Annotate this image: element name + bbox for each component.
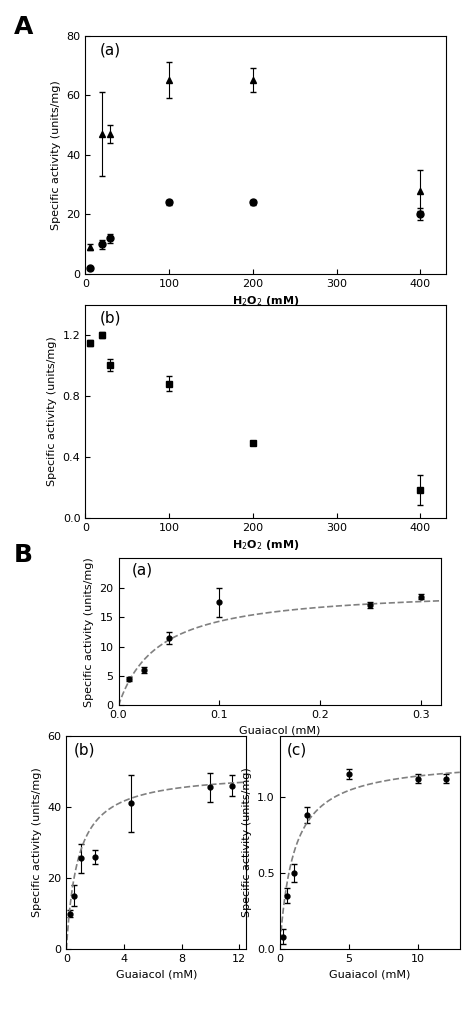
Y-axis label: Specific activity (units/mg): Specific activity (units/mg) <box>47 336 57 486</box>
X-axis label: Guaiacol (mM): Guaiacol (mM) <box>329 969 410 979</box>
Text: (a): (a) <box>100 43 121 58</box>
Y-axis label: Specific activity (units/mg): Specific activity (units/mg) <box>242 767 252 918</box>
Y-axis label: Specific activity (units/mg): Specific activity (units/mg) <box>51 80 61 229</box>
Text: A: A <box>14 15 34 40</box>
Y-axis label: Specific activity (units/mg): Specific activity (units/mg) <box>84 557 94 706</box>
Text: B: B <box>14 543 33 567</box>
X-axis label: H$_2$O$_2$ (mM): H$_2$O$_2$ (mM) <box>232 538 299 552</box>
X-axis label: Guaiacol (mM): Guaiacol (mM) <box>116 969 197 979</box>
Text: (a): (a) <box>131 562 153 578</box>
X-axis label: H$_2$O$_2$ (mM): H$_2$O$_2$ (mM) <box>232 294 299 309</box>
Text: (c): (c) <box>287 742 307 757</box>
X-axis label: Guaiacol (mM): Guaiacol (mM) <box>239 726 320 736</box>
Text: (b): (b) <box>73 742 95 757</box>
Y-axis label: Specific activity (units/mg): Specific activity (units/mg) <box>32 767 42 918</box>
Text: (b): (b) <box>100 311 121 326</box>
